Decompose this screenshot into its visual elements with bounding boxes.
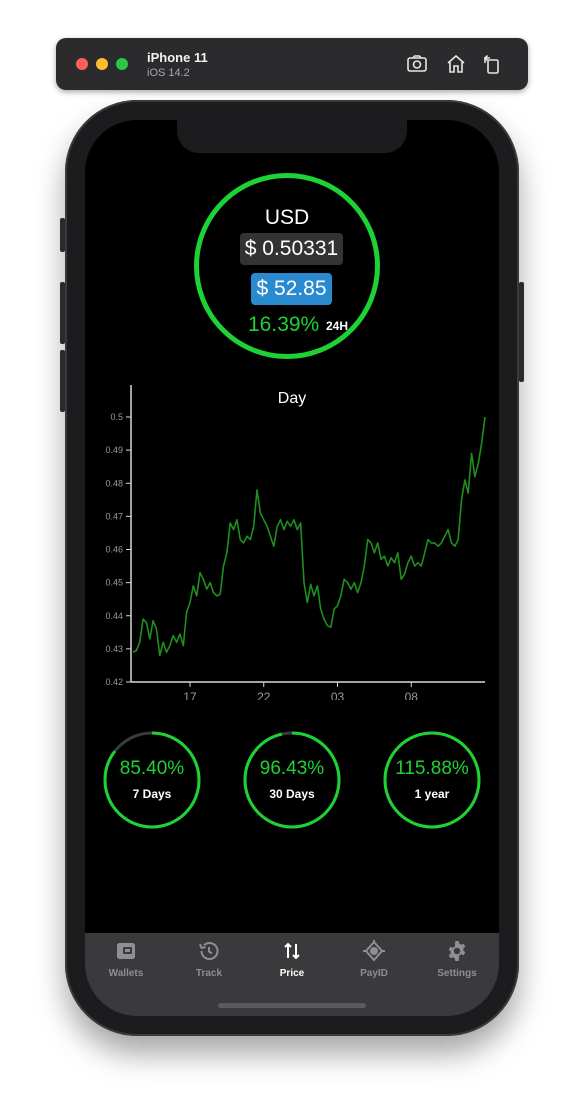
home-icon[interactable] xyxy=(444,52,468,76)
price-chart: Day 0.5 0.49 0.48 0.47 0.46 0.45 0.44 0.43 0.42 17… xyxy=(105,385,486,700)
notch xyxy=(177,120,407,153)
tab-wallets[interactable]: Wallets xyxy=(85,939,167,983)
tab-track[interactable]: Track xyxy=(168,939,250,983)
home-indicator[interactable] xyxy=(218,1003,366,1008)
tab-label: Price xyxy=(279,968,305,979)
wallet-icon xyxy=(114,939,138,963)
simulator-title-bar: iPhone 11 iOS 14.2 xyxy=(56,38,528,90)
y-tick-label: 0.49 xyxy=(105,445,123,455)
progress-ring xyxy=(243,731,341,829)
x-tick-label: 17 xyxy=(183,690,197,700)
mute-switch xyxy=(60,218,65,252)
arrows-updown-icon xyxy=(280,939,304,963)
stat-percent: 115.88% xyxy=(395,758,469,779)
y-tick-label: 0.43 xyxy=(105,644,123,654)
y-tick-label: 0.45 xyxy=(105,578,123,588)
iphone-device-frame: USD $ 0.50331 $ 52.85 16.39% 24H Day 0.5 0… xyxy=(60,100,524,1036)
stat-label: 30 Days xyxy=(269,787,315,801)
tab-label: Wallets xyxy=(108,968,144,979)
stat-label: 1 year xyxy=(414,787,450,801)
zoom-window-button[interactable] xyxy=(116,58,128,70)
y-tick-label: 0.47 xyxy=(105,511,123,521)
simulator-os-version: iOS 14.2 xyxy=(147,67,190,79)
payid-icon xyxy=(362,939,386,963)
stat-percent: 96.43% xyxy=(259,758,325,779)
history-icon xyxy=(197,939,221,963)
stat-ring-1-year: 115.88% 1 year xyxy=(383,731,481,829)
volume-down-button xyxy=(60,350,65,412)
progress-ring xyxy=(383,731,481,829)
tab-price[interactable]: Price xyxy=(251,939,333,983)
stat-percent: 85.40% xyxy=(119,758,185,779)
tab-payid[interactable]: PayID xyxy=(333,939,415,983)
y-tick-label: 0.46 xyxy=(105,545,123,555)
change-period-label[interactable]: 24H xyxy=(326,319,349,333)
tab-label: Settings xyxy=(437,968,477,979)
price-value: $ 0.50331 xyxy=(240,233,343,265)
stat-ring-7-days: 85.40% 7 Days xyxy=(103,731,201,829)
app-screen: USD $ 0.50331 $ 52.85 16.39% 24H Day 0.5 0… xyxy=(85,120,499,1016)
x-tick-label: 22 xyxy=(257,690,271,700)
y-tick-label: 0.48 xyxy=(105,478,123,488)
gear-icon xyxy=(445,939,469,963)
simulator-device-name: iPhone 11 xyxy=(147,50,208,65)
holding-value[interactable]: $ 52.85 xyxy=(251,273,332,305)
minimize-window-button[interactable] xyxy=(96,58,108,70)
progress-ring xyxy=(103,731,201,829)
x-tick-label: 08 xyxy=(405,690,419,700)
chart-title: Day xyxy=(278,390,306,407)
power-button xyxy=(519,282,524,382)
volume-up-button xyxy=(60,282,65,344)
y-tick-label: 0.42 xyxy=(105,677,123,687)
rotate-icon[interactable] xyxy=(480,52,504,76)
price-ring: USD $ 0.50331 $ 52.85 16.39% 24H xyxy=(194,173,380,359)
tab-settings[interactable]: Settings xyxy=(416,939,498,983)
stat-ring-30-days: 96.43% 30 Days xyxy=(243,731,341,829)
price-series-line xyxy=(132,416,486,657)
price-change-percent: 16.39% xyxy=(248,313,320,336)
tab-label: Track xyxy=(195,968,223,979)
screenshot-icon[interactable] xyxy=(405,52,429,76)
stat-label: 7 Days xyxy=(132,787,172,801)
tab-label: PayID xyxy=(360,968,388,979)
currency-label: USD xyxy=(264,206,310,229)
y-tick-label: 0.5 xyxy=(110,412,123,422)
y-tick-label: 0.44 xyxy=(105,611,123,621)
x-tick-label: 03 xyxy=(331,690,345,700)
tab-bar: Wallets Track Price PayID xyxy=(85,933,499,1016)
close-window-button[interactable] xyxy=(76,58,88,70)
